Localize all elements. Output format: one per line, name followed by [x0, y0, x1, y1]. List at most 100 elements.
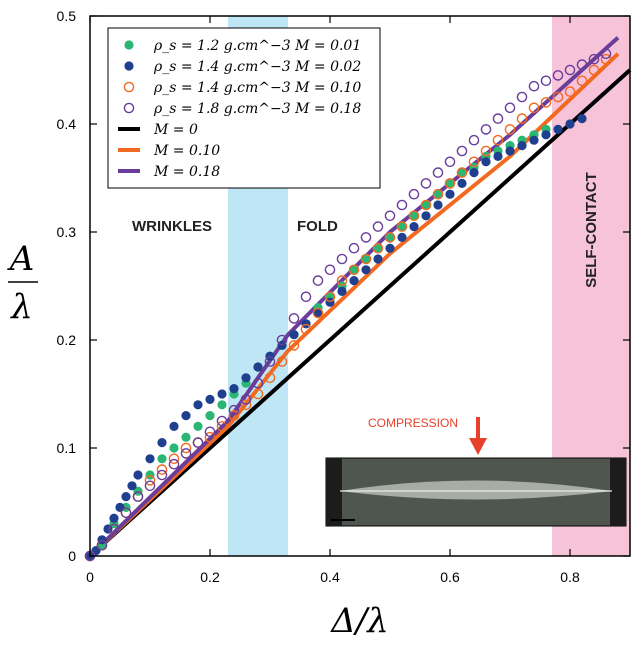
- data-point: [133, 470, 143, 480]
- data-point: [168, 458, 180, 470]
- data-point: [336, 275, 348, 286]
- data-point: [97, 535, 107, 545]
- data-point: [541, 130, 551, 140]
- data-point: [420, 178, 432, 189]
- data-point: [528, 102, 540, 114]
- data-point: [432, 188, 444, 200]
- data-point: [181, 432, 191, 442]
- data-point: [600, 53, 612, 65]
- plot-frame: [89, 15, 631, 557]
- data-point: [121, 492, 131, 502]
- data-point: [91, 546, 101, 556]
- series-line-4: [88, 68, 632, 558]
- legend-box: [107, 27, 381, 189]
- series-line-5: [88, 52, 620, 558]
- legend-entry-label: ρ_s = 1.4 g.cm^−3 M = 0.10: [153, 80, 361, 96]
- data-point: [348, 242, 360, 254]
- legend-entry-label: ρ_s = 1.8 g.cm^−3 M = 0.18: [153, 101, 361, 117]
- data-point: [169, 421, 179, 431]
- data-point: [127, 481, 137, 491]
- y-axis-label-numerator: A: [7, 239, 35, 279]
- legend-marker: [123, 102, 135, 114]
- data-point: [373, 243, 383, 253]
- data-point: [577, 114, 587, 124]
- data-point: [168, 453, 180, 465]
- data-point: [240, 399, 252, 411]
- data-point: [96, 539, 108, 551]
- data-point: [349, 276, 359, 286]
- data-point: [384, 232, 396, 243]
- y-tick-label: 0.4: [57, 116, 77, 132]
- data-point: [109, 513, 119, 523]
- data-point: [420, 199, 432, 211]
- data-point: [169, 443, 179, 453]
- data-point: [408, 210, 420, 222]
- data-point: [192, 437, 204, 448]
- x-tick-labels: 0 0.2 0.4 0.6 0.8: [86, 569, 580, 585]
- data-point: [337, 286, 347, 296]
- data-point: [300, 323, 312, 335]
- data-point: [469, 168, 479, 178]
- legend-marker: [123, 81, 135, 93]
- data-point: [289, 330, 299, 340]
- data-point: [492, 113, 504, 124]
- data-point: [396, 199, 408, 211]
- data-point: [504, 124, 516, 135]
- data-point: [252, 388, 264, 400]
- y-tick-label: 0.1: [57, 440, 77, 456]
- data-point: [588, 53, 600, 65]
- data-point: [504, 102, 516, 114]
- legend-entry-label: ρ_s = 1.4 g.cm^−3 M = 0.02: [153, 59, 361, 75]
- data-point: [216, 415, 228, 427]
- inset-photo: [325, 457, 627, 527]
- data-point: [385, 243, 395, 253]
- data-point: [276, 356, 288, 367]
- data-point: [325, 297, 335, 307]
- data-point: [421, 211, 431, 221]
- data-point: [445, 178, 455, 188]
- data-point: [456, 167, 468, 178]
- legend-marker: [124, 40, 134, 50]
- region-label-wrinkles: WRINKLES: [132, 218, 212, 235]
- data-point: [409, 211, 419, 221]
- data-point: [156, 469, 168, 481]
- region-labels: WRINKLES FOLD SELF-CONTACT: [132, 172, 600, 288]
- data-point: [409, 222, 419, 232]
- data-point: [516, 91, 528, 103]
- data-point: [457, 168, 467, 178]
- data-point: [264, 356, 276, 367]
- data-point: [228, 410, 240, 421]
- data-point: [408, 188, 420, 200]
- data-point: [193, 400, 203, 410]
- data-point: [421, 200, 431, 210]
- data-point: [108, 523, 120, 535]
- y-tick-label: 0.2: [57, 332, 77, 348]
- data-point: [144, 475, 156, 486]
- legend-marker: [124, 61, 134, 71]
- data-point: [372, 221, 384, 232]
- data-point: [588, 64, 600, 76]
- data-point: [156, 464, 168, 475]
- data-point: [145, 470, 155, 480]
- data-point: [444, 178, 456, 189]
- data-point: [336, 253, 348, 265]
- data-point: [540, 97, 552, 108]
- data-point: [228, 404, 240, 416]
- data-point: [372, 242, 384, 254]
- data-point: [157, 454, 167, 464]
- data-point: [528, 80, 540, 92]
- x-axis-label: Δ/λ: [329, 601, 389, 641]
- data-point: [205, 394, 215, 404]
- x-tick-label: 0.6: [440, 569, 460, 585]
- legend-entry-label: M = 0.10: [153, 143, 220, 159]
- data-point: [468, 134, 480, 146]
- data-point: [481, 157, 491, 167]
- data-point: [360, 253, 372, 265]
- data-point: [505, 146, 515, 156]
- data-point: [540, 75, 552, 87]
- legend-entry-label: M = 0.18: [153, 164, 220, 180]
- data-point: [180, 442, 192, 454]
- data-point: [492, 134, 504, 146]
- data-point: [115, 502, 125, 512]
- data-point: [180, 448, 192, 459]
